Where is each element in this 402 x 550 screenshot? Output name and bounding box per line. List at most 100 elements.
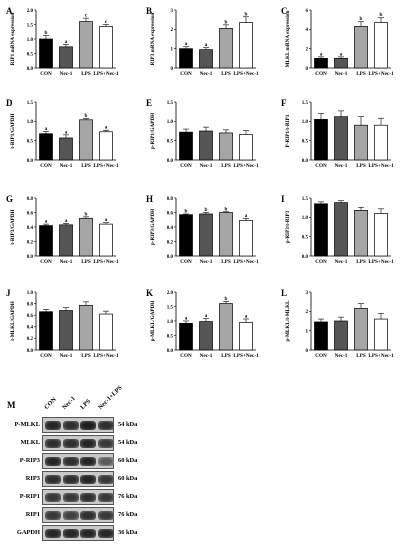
y-axis-label: t-MLKL/GAPDH [10,301,16,340]
x-tick-label: LPS+Nec-1 [93,71,119,77]
y-tick-label: 1.0 [27,38,34,43]
blot-band [80,511,96,520]
bar [374,22,388,69]
blot-band [62,439,79,448]
significance-letter: b [45,30,48,36]
x-tick-label: LPS [81,353,91,359]
panel-label: F [281,98,287,108]
bar [59,46,73,69]
x-tick-label: LPS [81,259,91,265]
panel-label-M: M [7,400,16,410]
significance-letter: b [225,296,228,302]
significance-letter: a [245,313,248,319]
x-tick-label: Nec-1 [335,71,348,77]
significance-letter: a [320,51,323,57]
x-tick-label: LPS+Nec-1 [368,71,394,77]
x-tick-label: Nec-1 [60,259,73,265]
panel-label: D [6,98,13,108]
bar [239,220,253,257]
blot-row: GAPDH 36 kDa [4,525,154,541]
x-tick-label: CON [315,71,327,77]
chart-K: Kp-MLKL/GAPDH 0.0 0.5 1.0 1.5 2.0 a CON a Nec-1 b L… [146,288,259,359]
y-tick-label: 2 [306,47,309,52]
x-tick-label: CON [180,353,192,359]
y-tick-label: 0.0 [27,159,34,164]
blot-band [45,421,61,430]
bar [334,202,348,257]
significance-letter: a [45,219,48,225]
blot-band [45,475,61,484]
blot-band [80,529,96,538]
y-tick-label: 3 [171,9,174,14]
molecular-weight-label: 76 kDa [118,511,138,518]
molecular-weight-label: 60 kDa [118,475,138,482]
blot-band [62,457,79,466]
lane-label: Nec-1 [61,395,77,411]
blot-row: P-MLKL 54 kDa [4,417,154,433]
bar [39,38,53,69]
y-tick-label: 0.5 [302,235,309,240]
y-axis-label: RIP3 mRNA expression [150,13,156,66]
x-tick-label: LPS+Nec-1 [368,259,394,265]
y-tick-label: 2.0 [27,9,34,14]
protein-label: P-RIP3 [19,457,40,464]
bar [334,320,348,351]
protein-label: MLKL [20,439,40,446]
y-tick-label: 1.0 [27,291,34,296]
y-tick-label: 0.0 [167,349,174,354]
chart-G: Gt-RIP3/GAPDH 0.0 0.2 0.4 0.6 0.8 a CON a Nec-1 b L… [6,194,119,265]
bar [99,313,113,351]
significance-letter: a [340,51,343,57]
x-tick-label: Nec-1 [60,353,73,359]
x-tick-label: Nec-1 [335,353,348,359]
x-tick-label: LPS+Nec-1 [368,163,394,169]
chart-E: Ep-RIP1/GAPDH 0.0 0.5 1.0 1.5 CON Nec-1 LPS LPS+… [146,98,259,169]
x-tick-label: CON [180,259,192,265]
bar [314,203,328,257]
bar [354,124,368,161]
panel-label: H [146,194,153,204]
y-tick-label: 0.6 [27,314,34,319]
x-tick-label: LPS+Nec-1 [368,353,394,359]
protein-label: RIP1 [25,511,40,518]
y-axis-label: MLKL mRNA expression [285,11,291,68]
chart-F: F P-RIP1/t-RIP1 0.0 0.5 1.0 1.5 CON Nec-1 LPS LPS… [281,98,394,169]
molecular-weight-label: 36 kDa [118,529,138,536]
significance-letter: b [245,11,248,17]
blot-band [97,511,114,520]
y-tick-label: 0.0 [302,255,309,260]
bar [179,214,193,257]
blot-band [80,475,96,484]
bar [219,132,233,161]
y-tick-label: 2.0 [167,291,174,296]
blot-band [45,439,61,448]
blot-band [62,511,79,520]
molecular-weight-label: 54 kDa [118,439,138,446]
y-tick-label: 0.2 [27,337,34,342]
y-axis-label: t-RIP3/GAPDH [10,209,16,244]
panel-label: A [6,6,13,16]
y-tick-label: 0 [171,67,174,72]
bar [99,131,113,161]
blot-row: RIP3 60 kDa [4,471,154,487]
panel-label: I [281,194,285,204]
bar [219,212,233,257]
panel-label: J [6,288,11,298]
bar [39,133,53,161]
significance-letter: a [65,129,68,135]
panel-label: B [146,6,152,16]
y-axis-label: P-RIP1/t-RIP1 [285,114,291,147]
significance-letter: a [65,218,68,224]
significance-letter: a [205,42,208,48]
x-tick-label: LPS+Nec-1 [233,259,259,265]
significance-letter: a [105,125,108,131]
panel-label: G [6,194,13,204]
lane-label: CON [43,396,58,411]
bar [239,134,253,161]
significance-letter: a [185,41,188,47]
western-blot-panel: M CON Nec-1 LPS Nec-1+LPS P-MLKL 54 kDa MLKL 5… [0,380,402,550]
blot-band [62,493,79,502]
y-tick-label: 1 [171,47,174,52]
chart-I: Ip-RIP3/t-RIP3 0.0 0.5 1.0 1.5 CON Nec-1 LPS LPS… [281,194,394,265]
y-tick-label: 0.4 [27,226,34,231]
